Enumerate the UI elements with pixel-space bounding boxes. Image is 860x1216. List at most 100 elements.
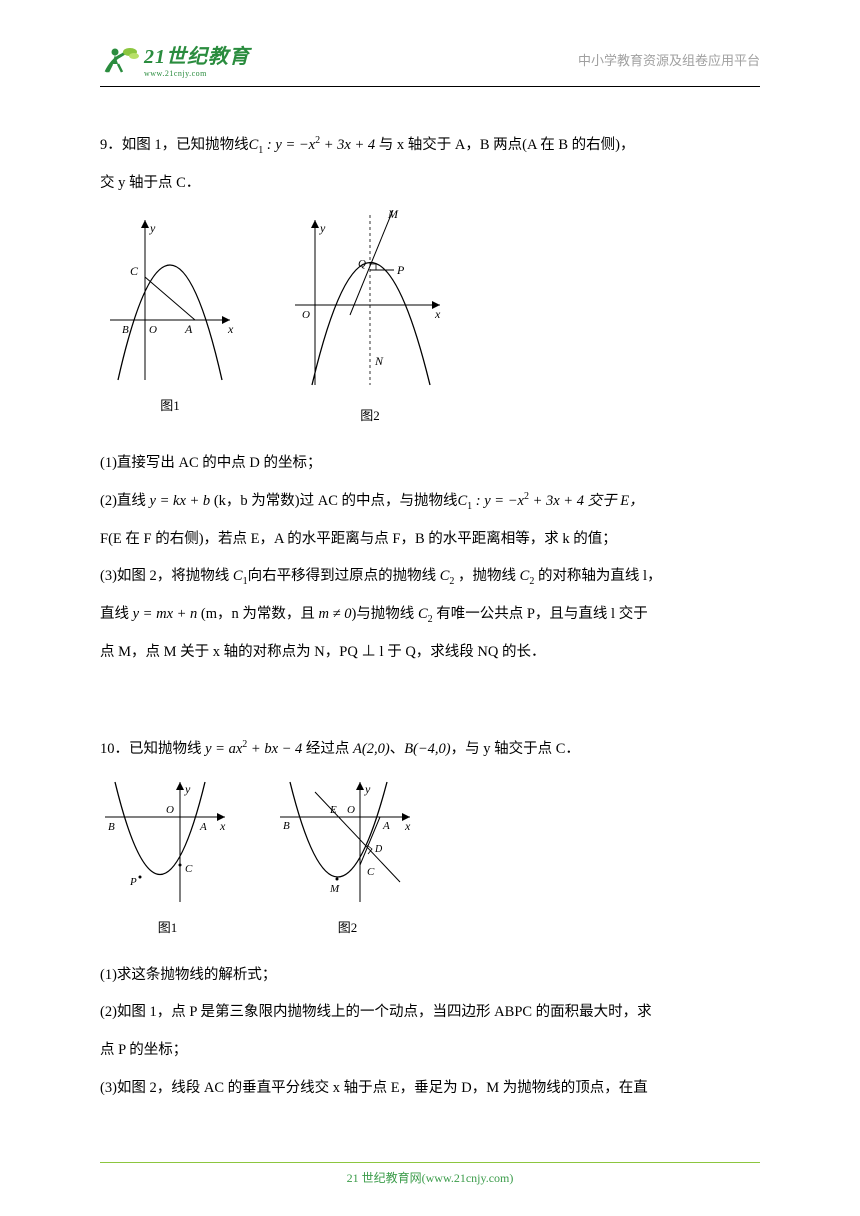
p9-eq1-rest: + 3x + 4	[320, 137, 375, 153]
p9-q3-eq2: y = mx + n	[133, 606, 198, 622]
spacer	[100, 671, 760, 731]
p9-fig2-box: y x O M P Q N 图2	[290, 210, 450, 433]
svg-text:P: P	[396, 263, 405, 277]
svg-text:A: A	[184, 322, 193, 336]
p9-fig2-svg: y x O M P Q N	[290, 210, 450, 395]
svg-text:y: y	[184, 782, 191, 796]
svg-text:A: A	[382, 820, 390, 832]
p9-intro-pre: 如图 1，已知抛物线	[122, 137, 249, 153]
p9-q2-c1: C	[458, 493, 468, 509]
p10-intro-pre: 已知抛物线	[129, 741, 205, 757]
p9-q3-c2b: C	[520, 568, 530, 584]
p9-line2: 交 y 轴于点 C．	[100, 165, 760, 203]
p10-fig2-box: y x O A B C D E M 图2	[275, 777, 420, 945]
p10-number: 10．	[100, 741, 129, 757]
p10-q2-l2: 点 P 的坐标；	[100, 1032, 760, 1070]
p10-figures: y x O A B C P 图1	[100, 777, 760, 945]
p9-fig1-box: y x O C B A 图1	[100, 210, 240, 433]
p9-q3-l1: (3)如图 2，将抛物线 C1向右平移得到过原点的抛物线 C2 ，抛物线 C2 …	[100, 558, 760, 596]
p10-eq1-pre: y = ax	[205, 741, 242, 757]
p10-A: A(2,0)	[353, 741, 390, 757]
p9-q3-l2: 直线 y = mx + n (m，n 为常数，且 m ≠ 0)与抛物线 C2 有…	[100, 596, 760, 634]
p10-sep: 、	[390, 741, 405, 757]
p9-q3-c2s: 2	[449, 576, 454, 587]
svg-text:P: P	[129, 876, 137, 888]
svg-text:O: O	[302, 309, 310, 321]
problem-9: 9．如图 1，已知抛物线C1 : y = −x2 + 3x + 4 与 x 轴交…	[100, 127, 760, 671]
svg-text:E: E	[329, 804, 337, 816]
svg-text:O: O	[166, 804, 174, 816]
p9-number: 9．	[100, 137, 122, 153]
page-footer: 21 世纪教育网(www.21cnjy.com)	[0, 1162, 860, 1186]
footer-pre: 21 世纪教育网(	[347, 1171, 426, 1185]
svg-text:O: O	[347, 804, 355, 816]
p9-q3-l2-mid2: )与抛物线	[351, 606, 417, 622]
svg-text:N: N	[374, 354, 384, 368]
p10-fig1-box: y x O A B C P 图1	[100, 777, 235, 945]
svg-text:B: B	[283, 820, 290, 832]
p9-q3-l2-mid: (m，n 为常数，且	[197, 606, 318, 622]
p9-q3-l2-post: 有唯一公共点 P，且与直线 l 交于	[433, 606, 648, 622]
page-header: 21世纪教育 www.21cnjy.com 中小学教育资源及组卷应用平台	[0, 0, 860, 86]
p9-q2-mid1: (k，b 为常数)过 AC 的中点，与抛物线	[214, 493, 458, 509]
svg-text:M: M	[387, 210, 399, 221]
svg-text:C: C	[130, 264, 139, 278]
p9-q2-l1: (2)直线 y = kx + b (k，b 为常数)过 AC 的中点，与抛物线C…	[100, 483, 760, 521]
p10-q3-l1: (3)如图 2，线段 AC 的垂直平分线交 x 轴于点 E，垂足为 D，M 为抛…	[100, 1070, 760, 1108]
svg-text:Q: Q	[358, 258, 366, 270]
p9-q3-l3: 点 M，点 M 关于 x 轴的对称点为 N，PQ ⊥ l 于 Q，求线段 NQ …	[100, 634, 760, 672]
p9-q3-l2-pre: 直线	[100, 606, 133, 622]
p9-figures: y x O C B A 图1	[100, 210, 760, 433]
svg-text:x: x	[219, 819, 226, 833]
p9-q3-c2: C	[440, 568, 450, 584]
header-subtitle: 中小学教育资源及组卷应用平台	[578, 50, 760, 69]
p10-intro-post: ，与 y 轴交于点 C．	[451, 741, 580, 757]
p9-fig2-label: 图2	[360, 399, 380, 433]
p9-q3-mneq: m ≠ 0	[319, 606, 352, 622]
p10-fig1-label: 图1	[158, 911, 178, 945]
p9-q3-pre: (3)如图 2，将抛物线	[100, 568, 233, 584]
p10-eq1-post: + bx − 4	[247, 741, 302, 757]
p9-q2-eq1: y = kx + b	[150, 493, 211, 509]
p10-q1: (1)求这条抛物线的解析式；	[100, 957, 760, 995]
svg-text:y: y	[364, 782, 371, 796]
p10-fig2-svg: y x O A B C D E M	[275, 777, 420, 907]
p9-colon: :	[263, 137, 275, 153]
p9-q3-c1: C	[233, 568, 243, 584]
logo-icon	[100, 42, 140, 76]
p9-q3-mid1: 向右平移得到过原点的抛物线	[248, 568, 440, 584]
p9-q2-l2: F(E 在 F 的右侧)，若点 E，A 的水平距离与点 F，B 的水平距离相等，…	[100, 521, 760, 559]
logo-text: 21世纪教育 www.21cnjy.com	[144, 40, 250, 78]
footer-link[interactable]: www.21cnjy.com	[426, 1171, 510, 1185]
p10-intro: 10．已知抛物线 y = ax2 + bx − 4 经过点 A(2,0)、B(−…	[100, 731, 760, 769]
p9-q2-mid2: : y = −x	[472, 493, 524, 509]
svg-text:M: M	[329, 883, 340, 895]
p10-fig1-svg: y x O A B C P	[100, 777, 235, 907]
svg-text:A: A	[199, 821, 207, 833]
logo-main-text: 21世纪教育	[144, 40, 250, 69]
svg-text:y: y	[149, 221, 156, 235]
svg-text:B: B	[108, 821, 115, 833]
p10-q2-l1: (2)如图 1，点 P 是第三象限内抛物线上的一个动点，当四边形 ABPC 的面…	[100, 994, 760, 1032]
main-content: 9．如图 1，已知抛物线C1 : y = −x2 + 3x + 4 与 x 轴交…	[0, 87, 860, 1128]
p9-fig1-label: 图1	[160, 389, 180, 423]
svg-text:y: y	[319, 221, 326, 235]
svg-text:C: C	[367, 866, 375, 878]
footer-post: )	[509, 1171, 513, 1185]
svg-text:x: x	[434, 307, 441, 321]
p9-intro: 9．如图 1，已知抛物线C1 : y = −x2 + 3x + 4 与 x 轴交…	[100, 127, 760, 165]
footer-divider	[100, 1162, 760, 1163]
svg-text:x: x	[404, 819, 411, 833]
svg-text:O: O	[149, 324, 157, 336]
svg-text:C: C	[185, 863, 193, 875]
p9-eq1: y = −x	[275, 137, 315, 153]
p9-q3-mid3: 的对称轴为直线 l，	[534, 568, 661, 584]
p9-c1: C	[249, 137, 259, 153]
p10-fig2-label: 图2	[338, 911, 358, 945]
svg-text:B: B	[122, 324, 129, 336]
p9-intro-post: 与 x 轴交于 A，B 两点(A 在 B 的右侧)，	[379, 137, 635, 153]
footer-text: 21 世纪教育网(www.21cnjy.com)	[0, 1169, 860, 1186]
p10-B: B(−4,0)	[404, 741, 450, 757]
p9-q1: (1)直接写出 AC 的中点 D 的坐标；	[100, 445, 760, 483]
p9-q3-c2c: C	[418, 606, 428, 622]
